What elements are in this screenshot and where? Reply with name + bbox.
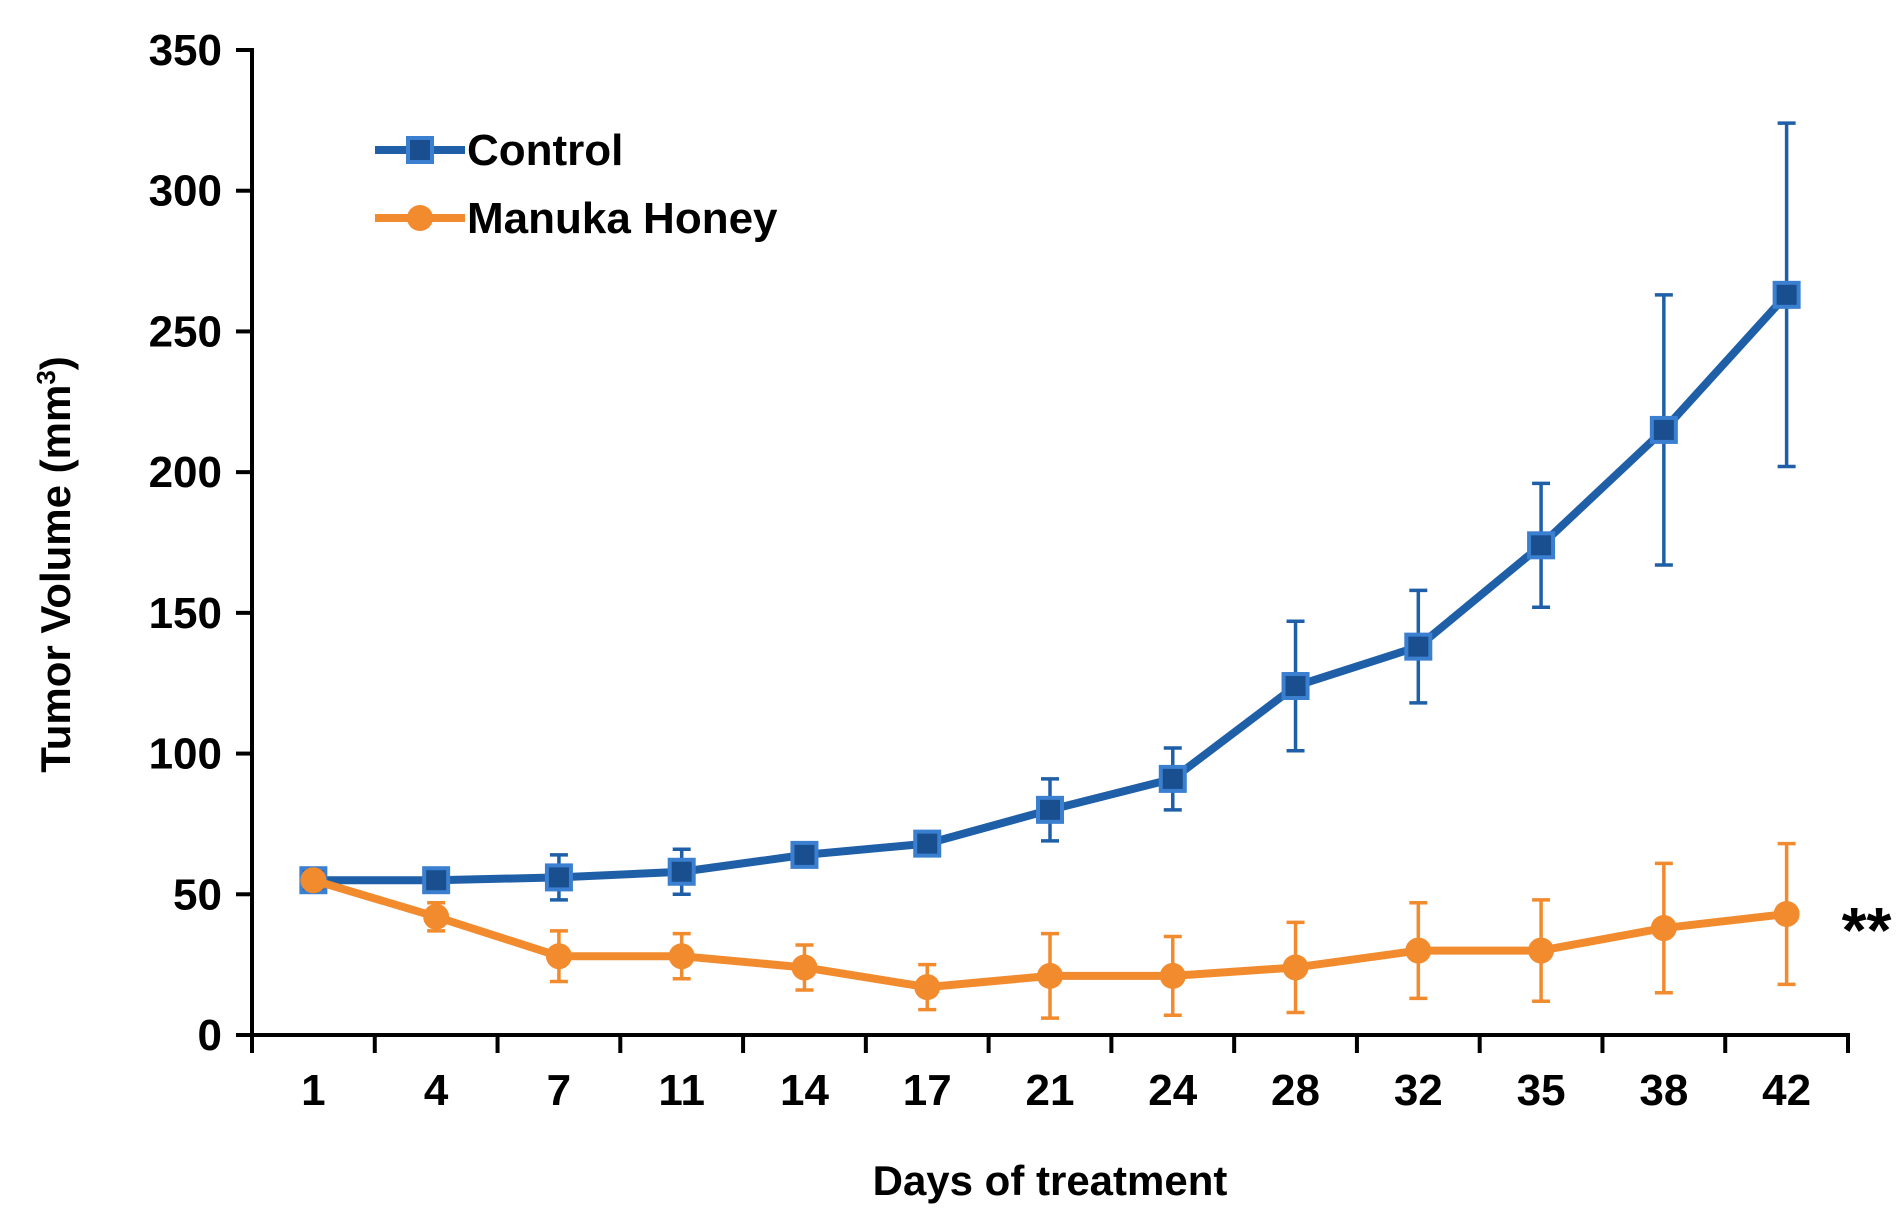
data-point	[1528, 937, 1555, 964]
x-tick-label: 11	[658, 1066, 705, 1115]
data-point	[544, 863, 573, 892]
data-point	[1404, 632, 1433, 661]
data-point	[667, 857, 696, 886]
data-point	[913, 829, 942, 858]
series-layer	[299, 121, 1801, 1020]
markers	[299, 280, 1801, 895]
data-point	[791, 954, 818, 981]
data-point	[1037, 962, 1063, 989]
legend-item: Manuka Honey	[375, 194, 778, 243]
data-point	[1650, 915, 1677, 942]
legend-label: Manuka Honey	[467, 194, 778, 243]
data-point	[300, 867, 327, 894]
series-manuka-honey	[300, 841, 1800, 1020]
x-tick-label: 14	[780, 1066, 829, 1115]
data-point	[422, 866, 451, 895]
y-tick-label: 350	[149, 26, 222, 75]
x-tick-label: 21	[1026, 1066, 1075, 1115]
x-tick-label: 7	[547, 1066, 571, 1115]
data-point	[1282, 954, 1309, 981]
x-tick-label: 42	[1762, 1066, 1811, 1115]
legend: Control Manuka Honey	[375, 126, 778, 243]
x-tick-label: 17	[903, 1066, 952, 1115]
y-tick-label: 0	[198, 1011, 222, 1060]
data-point	[1036, 795, 1064, 824]
y-axis-title: Tumor Volume (mm3)	[31, 356, 79, 773]
annotations: **	[1842, 894, 1892, 966]
x-tick-label: 28	[1271, 1066, 1320, 1115]
legend-label: Control	[467, 126, 623, 175]
legend-marker	[407, 205, 433, 231]
x-tick-label: 24	[1148, 1066, 1197, 1115]
data-point	[1649, 415, 1678, 444]
error-bars	[427, 841, 1796, 1020]
data-point	[790, 840, 819, 869]
legend-marker	[406, 136, 434, 164]
y-axis-title-superscript: 3	[31, 370, 61, 384]
data-point	[1527, 531, 1556, 560]
y-ticks: 0 50 100 150 200 250 300 350	[149, 26, 252, 1060]
y-tick-label: 200	[149, 448, 222, 497]
y-tick-label: 300	[149, 167, 222, 216]
x-tick-label: 32	[1394, 1066, 1443, 1115]
data-point	[545, 943, 572, 970]
y-tick-label: 100	[149, 730, 222, 779]
series-control	[299, 121, 1801, 902]
x-axis-title: Days of treatment	[873, 1157, 1228, 1204]
data-point	[1405, 937, 1432, 964]
legend-item: Control	[375, 126, 623, 175]
data-point	[1772, 280, 1801, 309]
x-tick-label: 4	[424, 1066, 449, 1115]
y-tick-label: 50	[173, 870, 222, 919]
y-axis-title-suffix: )	[32, 356, 79, 370]
markers	[300, 867, 1800, 1001]
x-ticks: 1 4 7 11 14 17 21 24 28 32 35 38 42	[250, 1035, 1850, 1115]
x-tick-label: 1	[301, 1066, 325, 1115]
y-tick-label: 150	[149, 589, 222, 638]
x-tick-label: 35	[1517, 1066, 1566, 1115]
data-point	[1281, 672, 1310, 701]
data-point	[1158, 764, 1187, 793]
y-tick-label: 250	[149, 307, 222, 356]
data-point	[1773, 900, 1800, 927]
significance-annotation: **	[1842, 894, 1892, 966]
data-point	[914, 974, 941, 1001]
data-point	[423, 903, 450, 930]
x-tick-label: 38	[1639, 1066, 1688, 1115]
y-axis-title-main: Tumor Volume (mm	[32, 385, 79, 773]
data-point	[1159, 962, 1186, 989]
data-point	[668, 943, 695, 970]
